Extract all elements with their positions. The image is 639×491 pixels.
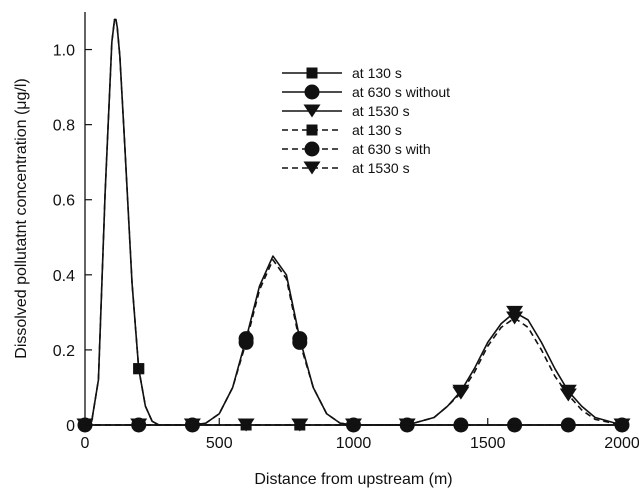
legend-label: at 630 s without	[352, 84, 450, 100]
series-layer	[76, 18, 631, 433]
legend-label: at 1530 s	[352, 160, 410, 176]
legend-label: at 130 s	[352, 122, 402, 138]
triangle-down-marker	[506, 311, 524, 325]
triangle-down-marker	[183, 418, 201, 432]
y-tick-label: 0.6	[53, 193, 75, 210]
triangle-down-marker	[452, 386, 470, 400]
circle-marker	[507, 417, 523, 433]
circle-marker	[238, 334, 254, 350]
legend-item-3: at 1530 s	[282, 103, 410, 119]
square-marker	[306, 124, 318, 136]
legend-item-6: at 1530 s	[282, 160, 410, 176]
legend-item-4: at 130 s	[282, 122, 402, 138]
series-6	[85, 311, 623, 426]
series-2	[77, 255, 630, 433]
y-axis-title: Dissolved pollutatnt concentration (μg/l…	[13, 78, 30, 358]
axes: 0 500 1000 1500 2000 0 0.2 0.4 0.6 0.8 1.0	[53, 12, 639, 452]
legend-label: at 130 s	[352, 65, 402, 81]
y-tick-label: 0.2	[53, 343, 75, 360]
series-3	[76, 305, 631, 432]
x-tick-label: 500	[206, 435, 233, 452]
series-line	[84, 18, 622, 426]
series-line	[85, 317, 623, 426]
legend-item-1: at 130 s	[282, 65, 402, 81]
y-tick-label: 1.0	[53, 43, 75, 60]
legend-label: at 1530 s	[352, 103, 410, 119]
square-marker	[306, 67, 318, 79]
circle-marker	[304, 141, 320, 157]
series-4	[84, 18, 622, 426]
y-tick-label: 0.4	[53, 268, 75, 285]
series-line	[85, 259, 622, 426]
y-tick-label: 0.8	[53, 118, 75, 135]
square-marker	[133, 363, 145, 375]
x-tick-label: 1000	[336, 435, 372, 452]
legend-item-5: at 630 s with	[282, 141, 431, 157]
x-tick-label: 0	[81, 435, 90, 452]
circle-marker	[304, 84, 320, 100]
triangle-down-marker	[303, 161, 321, 175]
x-tick-label: 1500	[470, 435, 506, 452]
circle-marker	[292, 334, 308, 350]
x-axis-title: Distance from upstream (m)	[254, 471, 452, 488]
series-line	[85, 311, 623, 426]
legend: at 130 s at 630 s without at 1530 s at 130 …	[282, 65, 450, 176]
legend-item-2: at 630 s without	[282, 84, 450, 100]
x-tick-label: 2000	[604, 435, 639, 452]
legend-label: at 630 s with	[352, 141, 431, 157]
series-5	[85, 259, 622, 426]
y-tick-label: 0	[66, 418, 75, 435]
triangle-down-marker	[303, 104, 321, 118]
series-1	[84, 18, 628, 431]
triangle-down-marker	[559, 388, 577, 402]
series-line	[85, 255, 622, 426]
